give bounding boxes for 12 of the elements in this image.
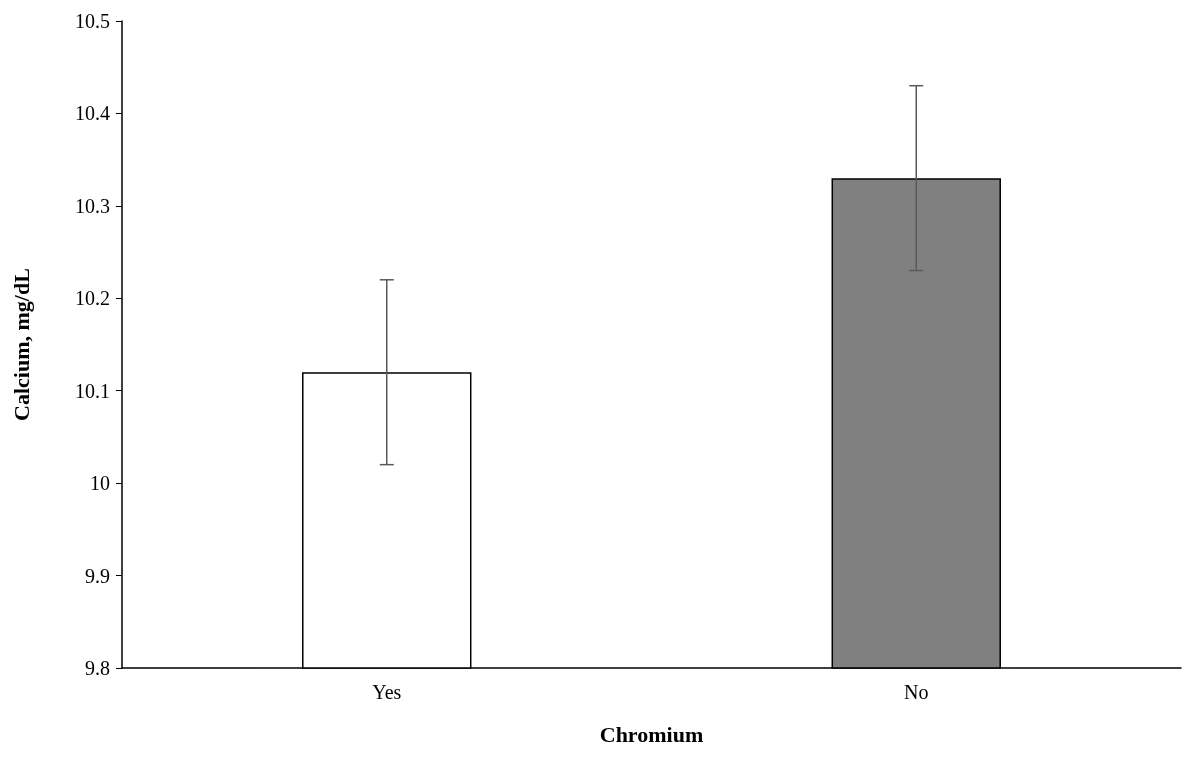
- y-tick-label: 10.3: [75, 194, 110, 217]
- y-tick-label: 10.4: [75, 102, 110, 125]
- y-tick-label: 10.2: [75, 287, 110, 310]
- y-tick-label: 9.8: [85, 657, 110, 679]
- y-axis-title: Calcium, mg/dL: [8, 268, 34, 421]
- y-tick-label: 9.9: [85, 564, 110, 587]
- x-axis-title: Chromium: [599, 721, 704, 747]
- y-tick-label: 10.5: [75, 10, 110, 32]
- x-tick-label: No: [904, 681, 929, 703]
- x-tick-label: Yes: [372, 681, 402, 703]
- y-tick-label: 10.1: [75, 379, 110, 402]
- y-tick-label: 10: [90, 472, 110, 495]
